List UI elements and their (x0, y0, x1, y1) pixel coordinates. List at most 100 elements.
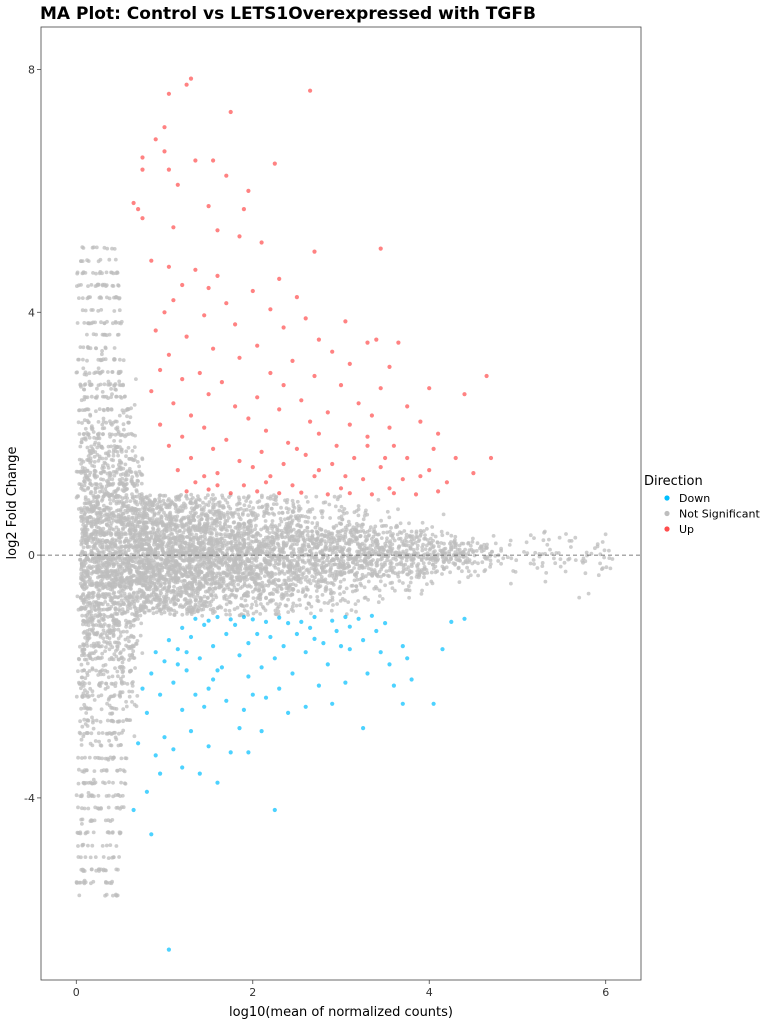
point-not-significant (97, 588, 102, 593)
point-not-significant (125, 629, 129, 634)
point-not-significant (166, 545, 171, 550)
point-not-significant (415, 563, 419, 568)
point-not-significant (290, 510, 295, 514)
point-not-significant (253, 514, 258, 519)
point-not-significant (215, 606, 220, 611)
point-not-significant (97, 739, 101, 744)
point-not-significant (344, 586, 349, 591)
point-not-significant (110, 614, 115, 618)
point-not-significant (418, 569, 423, 574)
point-not-significant (292, 542, 297, 546)
point-not-significant (140, 651, 145, 655)
point-not-significant (196, 515, 201, 519)
point-not-significant (269, 506, 274, 511)
point-not-significant (158, 539, 162, 543)
point-not-significant (134, 499, 139, 504)
point-not-significant (133, 433, 138, 438)
point-not-significant (81, 366, 86, 371)
point-not-significant (95, 548, 100, 552)
point-not-significant (100, 349, 104, 353)
point-not-significant (245, 577, 250, 582)
point-not-significant (170, 545, 175, 549)
point-not-significant (420, 588, 424, 593)
point-not-significant (368, 525, 373, 529)
point-not-significant (150, 522, 155, 527)
point-not-significant (282, 593, 287, 598)
point-not-significant (453, 538, 457, 542)
point-not-significant (467, 548, 472, 552)
point-not-significant (466, 569, 471, 574)
point-not-significant (270, 519, 275, 523)
point-not-significant (327, 502, 332, 507)
point-not-significant (257, 505, 261, 510)
point-not-significant (113, 541, 117, 546)
point-not-significant (117, 623, 122, 627)
point-not-significant (91, 777, 96, 782)
point-not-significant (260, 567, 265, 572)
point-not-significant (166, 580, 171, 585)
point-not-significant (130, 516, 135, 520)
point-not-significant (323, 577, 328, 582)
point-not-significant (366, 597, 370, 602)
point-not-significant (428, 536, 433, 541)
point-not-significant (82, 513, 87, 518)
point-not-significant (198, 498, 202, 502)
point-not-significant (135, 694, 140, 698)
point-not-significant (306, 509, 310, 514)
point-not-significant (373, 552, 378, 556)
point-not-significant (335, 547, 340, 552)
point-not-significant (124, 454, 128, 459)
point-not-significant (331, 525, 336, 529)
point-not-significant (80, 822, 84, 826)
point-not-significant (251, 506, 256, 510)
point-not-significant (340, 517, 345, 522)
point-not-significant (128, 415, 133, 420)
point-not-significant (357, 566, 362, 571)
point-not-significant (260, 505, 264, 510)
point-not-significant (378, 594, 382, 598)
point-not-significant (90, 715, 94, 720)
point-not-significant (210, 577, 215, 581)
point-not-significant (93, 613, 98, 618)
point-not-significant (353, 602, 358, 606)
point-not-significant (83, 635, 87, 640)
point-not-significant (425, 527, 429, 531)
point-not-significant (140, 566, 145, 570)
point-not-significant (229, 528, 234, 533)
point-not-significant (132, 403, 137, 407)
point-not-significant (113, 666, 117, 670)
point-not-significant (190, 564, 194, 569)
point-not-significant (248, 565, 253, 569)
point-not-significant (98, 613, 102, 617)
point-not-significant (274, 502, 279, 506)
point-not-significant (142, 515, 147, 520)
point-not-significant (258, 562, 263, 567)
point-not-significant (333, 504, 338, 509)
point-not-significant (185, 607, 189, 612)
point-not-significant (268, 592, 273, 596)
point-not-significant (285, 500, 289, 505)
point-not-significant (181, 530, 186, 535)
point-not-significant (171, 579, 176, 584)
point-not-significant (315, 598, 320, 603)
point-not-significant (303, 594, 308, 599)
point-not-significant (220, 493, 225, 498)
point-not-significant (449, 533, 454, 538)
not-significant-points (74, 245, 615, 898)
point-not-significant (228, 612, 232, 617)
point-not-significant (254, 609, 259, 614)
point-not-significant (323, 544, 328, 549)
point-not-significant (81, 545, 86, 550)
point-not-significant (87, 500, 92, 505)
point-not-significant (417, 573, 422, 578)
point-not-significant (310, 529, 315, 534)
point-not-significant (188, 510, 193, 515)
point-not-significant (206, 493, 210, 498)
point-not-significant (270, 540, 274, 545)
point-not-significant (169, 499, 174, 504)
point-not-significant (305, 533, 310, 538)
point-not-significant (264, 595, 268, 600)
point-not-significant (95, 453, 100, 457)
point-not-significant (272, 547, 276, 552)
point-not-significant (83, 480, 87, 485)
